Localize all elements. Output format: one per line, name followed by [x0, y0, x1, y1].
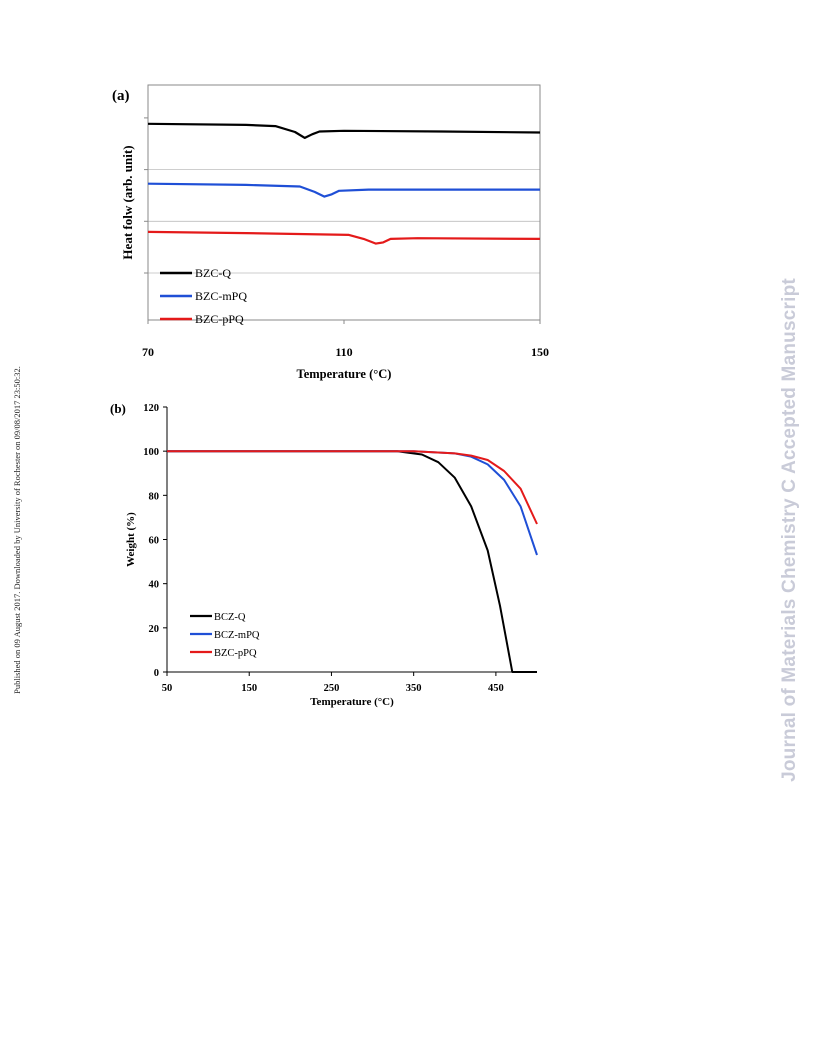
panel-b-y-tick-label: 120 — [143, 403, 159, 414]
panel-b-y-tick-label: 0 — [154, 668, 159, 679]
panel-a-dsc-chart: 70 110 150 Temperature (°C) Heat folw (arb. … — [112, 84, 549, 381]
panel-b-legend-label-2: BCZ-mPQ — [214, 630, 260, 641]
panel-b-series-line-3 — [167, 450, 538, 525]
panel-a-legend-label-3: BZC-pPQ — [195, 312, 244, 326]
panel-b-tga-chart: 0 20 40 60 80 100 120 50 150 250 350 450 Temperature… — [110, 401, 538, 708]
panel-b-label: (b) — [110, 401, 126, 416]
panel-b-y-tick-label: 100 — [143, 447, 159, 458]
panel-b-y-tick-label: 80 — [149, 491, 160, 502]
panel-b-x-tick-label: 350 — [406, 683, 422, 694]
panel-a-legend-label-1: BZC-Q — [195, 266, 231, 280]
panel-a-label: (a) — [112, 88, 130, 104]
panel-b-x-tick-label: 150 — [241, 683, 257, 694]
panel-b-y-axis-label: Weight (%) — [125, 512, 137, 567]
panel-b-series-line-2 — [167, 450, 538, 556]
panel-a-y-axis-label: Heat folw (arb. unit) — [120, 145, 135, 259]
panel-b-x-tick-label: 450 — [488, 683, 504, 694]
panel-b-x-tick-label: 50 — [162, 683, 173, 694]
panel-b-x-axis-label: Temperature (°C) — [310, 696, 394, 708]
panel-a-legend-label-2: BZC-mPQ — [195, 289, 247, 303]
panel-a-series-line-3 — [147, 230, 541, 245]
panel-a-series-line-1 — [147, 122, 541, 139]
panel-a-x-tick-label: 110 — [335, 345, 352, 359]
panel-a-x-tick-label: 150 — [531, 345, 549, 359]
panel-b-x-tick-label: 250 — [324, 683, 340, 694]
panel-b-legend-label-1: BCZ-Q — [214, 612, 246, 623]
panel-a-series-line-2 — [147, 182, 540, 198]
panel-b-y-tick-label: 20 — [149, 624, 160, 635]
panel-a-x-axis-label: Temperature (°C) — [297, 367, 392, 381]
panel-b-legend-label-3: BZC-pPQ — [214, 648, 257, 659]
panel-a-x-tick-label: 70 — [142, 345, 154, 359]
panel-b-y-tick-label: 40 — [149, 580, 160, 591]
panel-a-plot-frame — [147, 84, 541, 321]
panel-b-y-tick-label: 60 — [149, 536, 160, 547]
